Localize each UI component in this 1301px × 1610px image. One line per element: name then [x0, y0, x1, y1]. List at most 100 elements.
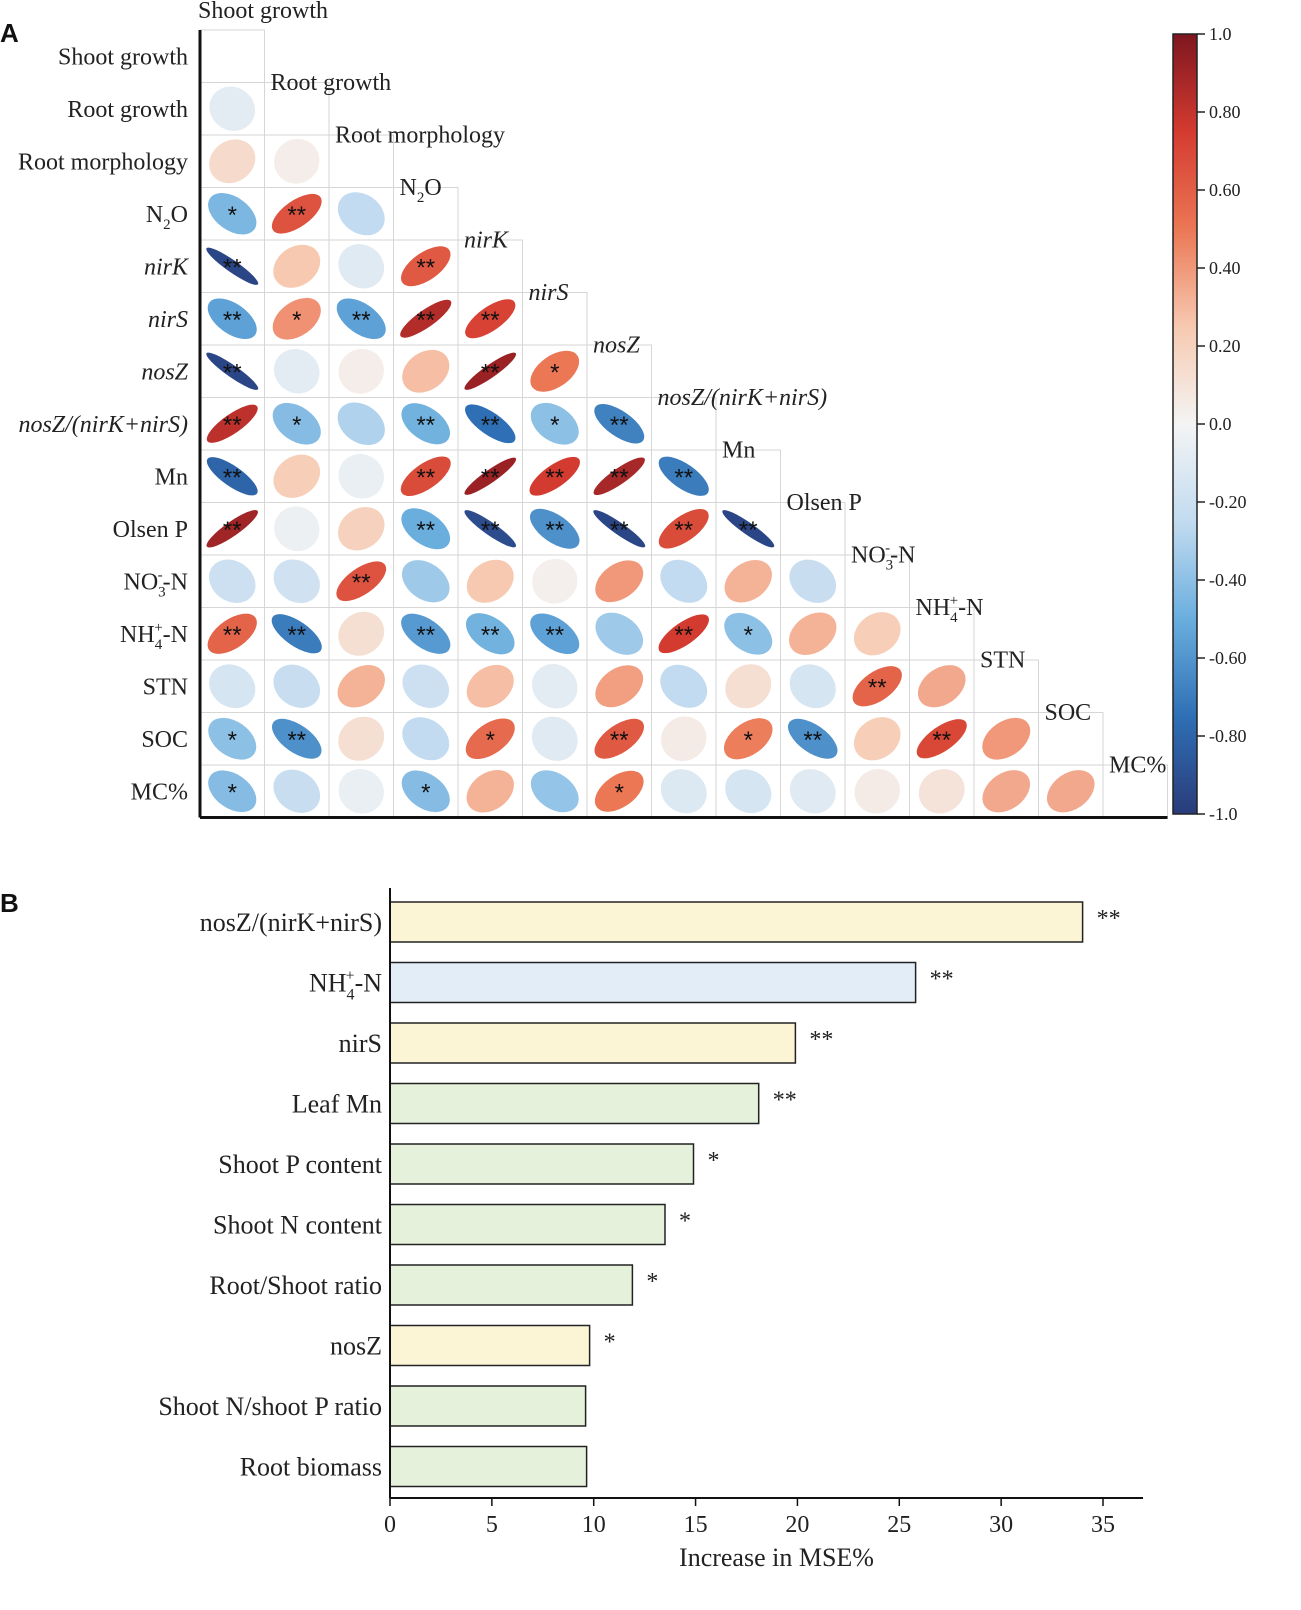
significance-marker: ** — [545, 622, 564, 649]
importance-bar — [389, 1143, 695, 1185]
significance-marker: ** — [416, 307, 435, 334]
correlation-ellipse — [787, 718, 838, 759]
matrix-labels: Shoot growth Shoot growth Root growth Root … — [18, 0, 1166, 805]
correlation-ellipse — [532, 558, 578, 604]
significance-marker: ** — [803, 727, 822, 754]
correlation-ellipse — [337, 665, 385, 708]
correlation-ellipse — [401, 613, 451, 654]
correlation-ellipse — [725, 664, 772, 709]
correlation-ellipse — [465, 299, 516, 339]
importance-bar — [389, 1385, 587, 1427]
colorbar-tick-label: 1.0 — [1209, 24, 1232, 44]
correlation-ellipse — [531, 664, 578, 709]
correlation-ellipse — [594, 718, 645, 759]
correlation-ellipse — [852, 666, 902, 707]
correlation-ellipse — [208, 717, 257, 760]
significance-marker: ** — [416, 622, 435, 649]
importance-bar — [389, 1445, 588, 1488]
correlation-ellipse — [594, 770, 644, 812]
colorbar-tick-label: -1.0 — [1209, 804, 1238, 824]
correlation-ellipse — [530, 770, 579, 813]
colorbar-tick-label: 0.60 — [1209, 180, 1241, 200]
correlation-ellipse — [272, 402, 321, 445]
significance-marker: ** — [481, 464, 500, 491]
correlation-ellipse — [854, 768, 900, 814]
bar-category-label: nosZ — [330, 1332, 382, 1361]
diagonal-label: nosZ/(nirK+nirS) — [658, 385, 828, 411]
correlation-ellipse — [529, 508, 580, 549]
x-tick-label: 10 — [582, 1512, 606, 1538]
significance-marker: ** — [481, 412, 500, 439]
correlation-ellipse — [402, 349, 450, 393]
correlation-ellipse — [593, 510, 646, 548]
row-label: Olsen P — [113, 517, 188, 543]
correlation-ellipse — [272, 297, 321, 340]
significance-marker: ** — [610, 464, 629, 491]
correlation-ellipse — [1046, 770, 1095, 813]
bar-row: Leaf Mn ** — [292, 1082, 797, 1125]
panel-a-label: A — [0, 18, 19, 48]
bar-row: Shoot N/shoot P ratio — [158, 1385, 587, 1427]
significance-marker: ** — [481, 307, 500, 334]
correlation-ellipse — [595, 612, 644, 655]
significance-marker: ** — [287, 202, 306, 229]
correlation-ellipse — [658, 509, 709, 549]
correlation-ellipse — [658, 456, 709, 496]
significance-marker: ** — [481, 359, 500, 386]
correlation-ellipse — [273, 769, 321, 813]
correlation-ellipse — [465, 404, 516, 444]
correlation-ellipse — [789, 769, 836, 814]
diagonal-label: nosZ — [593, 332, 640, 358]
significance-marker: * — [550, 412, 559, 439]
significance-marker: ** — [223, 412, 242, 439]
bar-row: Root/Shoot ratio * — [209, 1264, 658, 1306]
bar-category-label: Leaf Mn — [292, 1090, 382, 1119]
correlation-ellipse — [338, 768, 384, 814]
correlation-ellipse — [209, 139, 256, 184]
row-label: nosZ — [141, 359, 188, 385]
significance-marker: ** — [416, 412, 435, 439]
significance-marker: ** — [223, 464, 242, 491]
correlation-ellipse — [401, 770, 450, 813]
row-label: Shoot growth — [58, 44, 188, 70]
bar-category-label: Shoot P content — [218, 1150, 382, 1179]
correlation-ellipse — [660, 664, 708, 708]
significance-marker: ** — [223, 517, 242, 544]
x-tick-label: 20 — [785, 1512, 809, 1538]
correlation-ellipse — [338, 453, 384, 499]
correlation-ellipse — [274, 506, 320, 552]
bar-significance-marker: * — [604, 1330, 616, 1356]
correlation-ellipse — [593, 457, 645, 496]
correlation-ellipse — [466, 664, 514, 708]
colorbar-tick-label: -0.80 — [1209, 726, 1247, 746]
correlation-ellipse — [271, 614, 322, 654]
correlation-ellipse — [273, 664, 321, 708]
correlation-ellipse — [594, 404, 645, 444]
importance-bar — [389, 1022, 797, 1064]
row-label: Root morphology — [18, 149, 188, 175]
bar-category-label: Shoot N content — [213, 1211, 383, 1240]
diagonal-label: Mn — [722, 437, 755, 463]
x-tick-label: 15 — [684, 1512, 708, 1538]
correlation-ellipse — [723, 718, 773, 760]
bar-row: NH4+-N ** — [309, 961, 954, 1004]
significance-marker: ** — [223, 254, 242, 281]
correlation-ellipse — [207, 298, 257, 340]
correlation-ellipse — [208, 193, 257, 235]
diagonal-label: N2O — [400, 175, 442, 206]
correlation-ellipse — [402, 717, 450, 761]
correlation-ellipse — [401, 508, 451, 550]
correlation-ellipse — [208, 559, 256, 603]
row-label: N2O — [146, 202, 188, 233]
significance-marker: ** — [674, 622, 693, 649]
bar-category-label: nosZ/(nirK+nirS) — [200, 908, 382, 937]
correlation-ellipse — [273, 244, 321, 288]
correlation-ellipse — [401, 403, 451, 445]
x-tick-label: 25 — [887, 1512, 911, 1538]
diagonal-label: STN — [980, 647, 1025, 673]
correlation-ellipse — [206, 457, 258, 496]
colorbar-tick-label: -0.40 — [1209, 570, 1247, 590]
row-label: nirS — [148, 307, 188, 333]
correlation-ellipse — [464, 352, 517, 390]
x-tick-label: 30 — [989, 1512, 1013, 1538]
